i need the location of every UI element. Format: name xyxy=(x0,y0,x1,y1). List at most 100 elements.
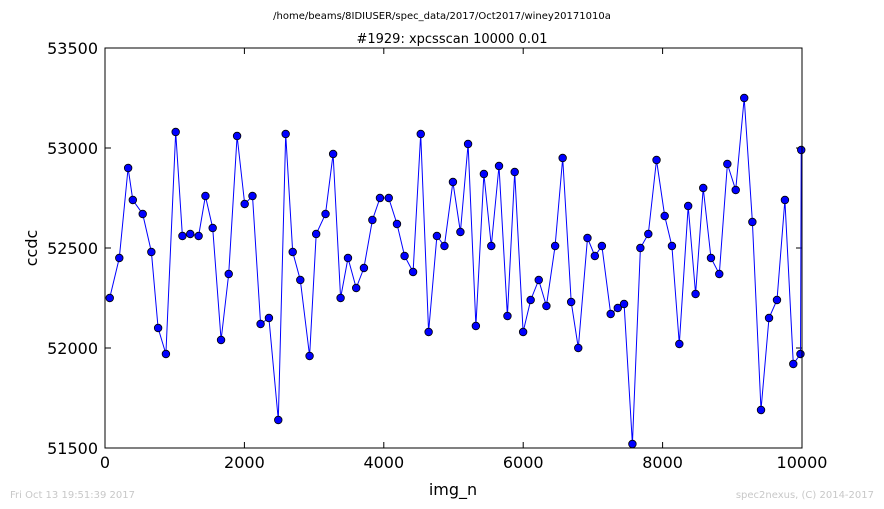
data-point xyxy=(456,227,465,237)
data-point xyxy=(256,319,265,329)
data-point xyxy=(534,275,543,285)
data-point xyxy=(636,243,645,253)
data-point xyxy=(797,145,806,155)
data-point xyxy=(613,303,622,313)
x-tick-label: 4000 xyxy=(363,453,404,472)
data-point xyxy=(550,241,560,251)
data-point xyxy=(723,159,732,169)
data-point xyxy=(216,335,226,345)
data-point xyxy=(628,439,637,449)
x-tick-label: 0 xyxy=(100,453,110,472)
data-point xyxy=(526,295,535,305)
plot-frame xyxy=(104,47,803,449)
x-tick-label: 6000 xyxy=(503,453,544,472)
data-point xyxy=(392,219,402,229)
data-point xyxy=(147,247,156,257)
data-point xyxy=(764,313,774,323)
data-point xyxy=(510,167,519,177)
data-point xyxy=(311,229,321,239)
data-point xyxy=(359,263,369,273)
data-point xyxy=(796,349,805,359)
y-tick-label: 53000 xyxy=(47,139,98,158)
data-point xyxy=(789,359,798,369)
data-point xyxy=(756,405,766,415)
data-point xyxy=(161,349,171,359)
data-point xyxy=(706,253,716,263)
data-point xyxy=(424,327,433,337)
data-point xyxy=(740,93,749,103)
x-axis-label: img_n xyxy=(429,480,477,500)
data-point xyxy=(343,253,353,263)
data-point xyxy=(115,253,124,263)
x-tick-labels: 0 2000 4000 6000 8000 10000 xyxy=(100,453,828,472)
data-point xyxy=(558,153,567,163)
data-point xyxy=(171,127,180,137)
x-tick-label: 2000 xyxy=(224,453,265,472)
data-point xyxy=(208,223,217,233)
data-point xyxy=(400,251,409,261)
data-point xyxy=(597,241,607,251)
data-point xyxy=(416,129,425,139)
data-point xyxy=(248,191,257,201)
data-point xyxy=(194,231,203,241)
y-tick-label: 53500 xyxy=(47,39,98,58)
x-tick-label: 10000 xyxy=(777,453,828,472)
data-point xyxy=(240,199,249,209)
data-point xyxy=(590,251,600,261)
data-point xyxy=(683,201,693,211)
data-point xyxy=(105,293,114,303)
data-point xyxy=(328,149,338,159)
data-point xyxy=(138,209,147,219)
data-point xyxy=(274,415,283,425)
data-point xyxy=(351,283,361,293)
data-point xyxy=(264,313,274,323)
data-point xyxy=(153,323,163,333)
data-point xyxy=(384,193,393,203)
data-point xyxy=(644,229,653,239)
data-point xyxy=(224,269,233,279)
data-point xyxy=(748,217,757,227)
chart-title: #1929: xpcsscan 10000 0.01 xyxy=(356,32,547,47)
data-point xyxy=(178,231,187,241)
data-point xyxy=(448,177,458,187)
data-point xyxy=(652,155,661,165)
data-point xyxy=(715,269,724,279)
x-tick-label: 8000 xyxy=(642,453,683,472)
timestamp-footer: Fri Oct 13 19:51:39 2017 xyxy=(10,490,136,501)
data-point xyxy=(123,163,133,173)
data-point xyxy=(479,169,489,179)
data-point xyxy=(408,267,418,277)
data-point xyxy=(201,191,210,201)
data-point xyxy=(542,301,551,311)
data-point xyxy=(606,309,615,319)
data-point xyxy=(731,185,740,195)
data-point xyxy=(675,339,684,349)
data-point xyxy=(128,195,138,205)
data-point xyxy=(463,139,473,149)
data-point xyxy=(691,289,700,299)
data-point xyxy=(619,299,629,309)
data-point xyxy=(699,183,708,193)
data-point xyxy=(503,311,512,321)
chart-suptitle: /home/beams/8IDIUSER/spec_data/2017/Oct2… xyxy=(273,11,611,22)
data-point xyxy=(583,233,592,243)
y-axis-label: ccdc xyxy=(22,230,41,267)
data-point xyxy=(281,129,290,139)
credit-footer: spec2nexus, (C) 2014-2017 xyxy=(735,490,874,501)
data-point xyxy=(336,293,345,303)
data-point xyxy=(574,343,583,353)
data-point xyxy=(566,297,576,307)
plot-area xyxy=(105,48,802,448)
data-point xyxy=(440,241,449,251)
data-point xyxy=(667,241,677,251)
data-point xyxy=(432,231,442,241)
data-point xyxy=(772,295,782,305)
series-layer xyxy=(105,93,806,449)
y-tick-labels: 51500 52000 52500 53000 53500 xyxy=(47,39,98,458)
data-point xyxy=(186,229,195,239)
data-point xyxy=(232,131,242,141)
data-point xyxy=(375,193,385,203)
y-tick-label: 52500 xyxy=(47,239,98,258)
data-point xyxy=(305,351,314,361)
y-tick-label: 51500 xyxy=(47,439,98,458)
